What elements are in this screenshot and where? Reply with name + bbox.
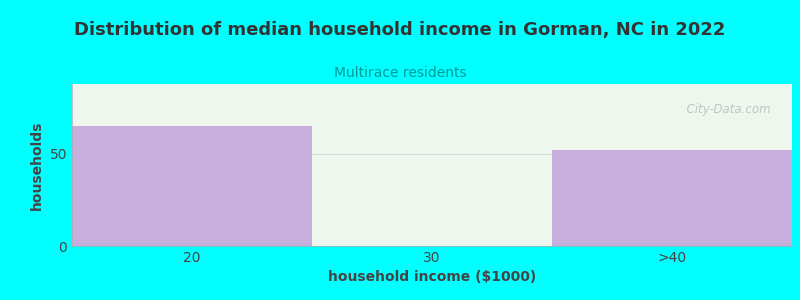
X-axis label: household income ($1000): household income ($1000) <box>328 270 536 284</box>
Text: City-Data.com: City-Data.com <box>678 103 770 116</box>
Bar <box>552 150 792 246</box>
Y-axis label: households: households <box>30 120 44 210</box>
Bar <box>72 126 312 246</box>
Text: Distribution of median household income in Gorman, NC in 2022: Distribution of median household income … <box>74 21 726 39</box>
Text: Multirace residents: Multirace residents <box>334 66 466 80</box>
